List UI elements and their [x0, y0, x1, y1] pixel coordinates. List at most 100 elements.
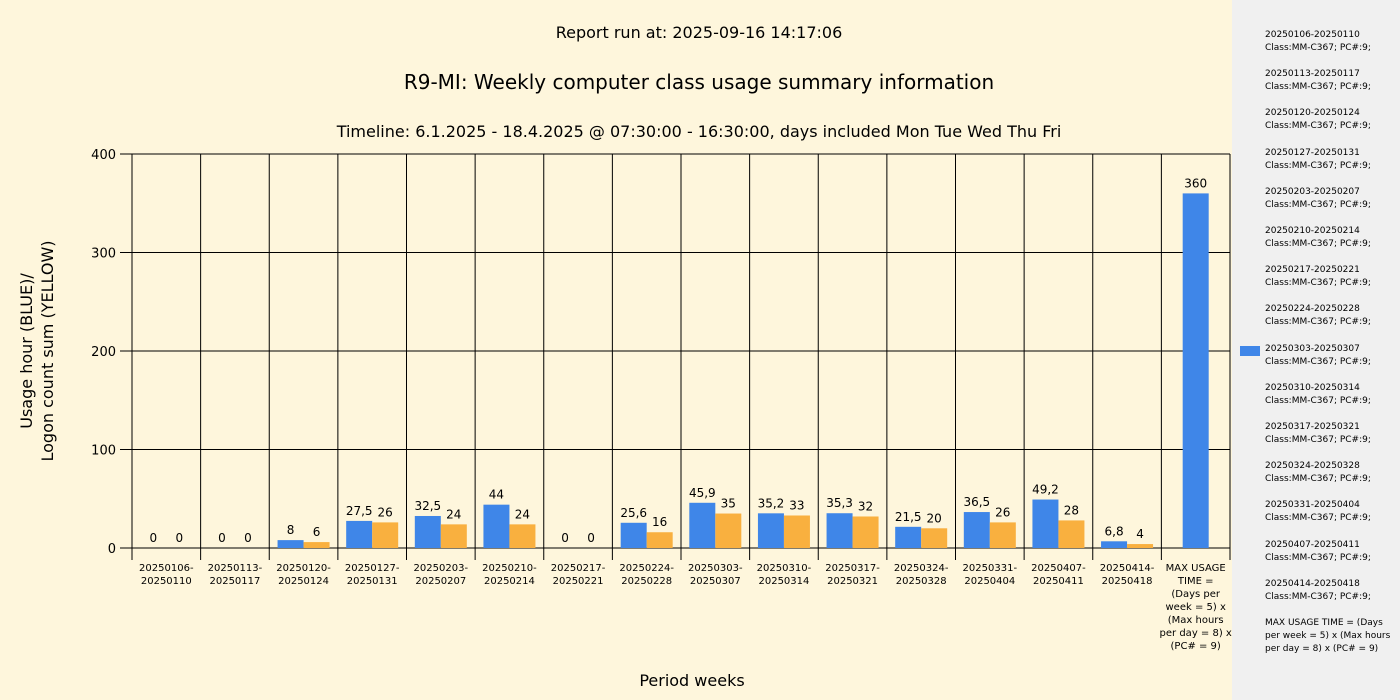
bar: [483, 504, 510, 548]
bar: [963, 512, 990, 548]
bar: [620, 522, 647, 548]
data-label: 49,2: [1032, 483, 1059, 497]
x-tick-label: 20250127- 20250131: [345, 563, 400, 587]
x-tick-label-line: 20250228: [621, 576, 672, 587]
x-tick-label: 20250303- 20250307: [688, 563, 743, 587]
bar: [346, 520, 373, 548]
bar: [277, 540, 304, 548]
y-tick-label: 300: [91, 247, 116, 262]
x-tick-label-line: 20250414-: [1100, 563, 1155, 574]
legend-swatch: [1240, 345, 1260, 356]
data-label: 0: [561, 531, 569, 545]
x-tick-label: 20250324- 20250328: [894, 563, 949, 587]
legend-item-label: Class:MM-C367; PC#:9;: [1265, 43, 1371, 53]
x-axis-label: Period weeks: [639, 671, 744, 690]
x-tick-label-line: 20250324-: [894, 563, 949, 574]
y-axis-label-line: Logon count sum (YELLOW): [38, 240, 57, 461]
legend-item: 20250217-20250221 Class:MM-C367; PC#:9;: [1265, 264, 1395, 290]
data-label: 24: [515, 507, 530, 521]
x-tick-label-line: 20250207: [415, 576, 466, 587]
bar: [989, 522, 1016, 548]
bar: [1101, 541, 1128, 548]
data-label: 28: [1064, 503, 1079, 517]
x-tick-label-line: 20250328: [896, 576, 947, 587]
data-label: 32,5: [414, 499, 441, 513]
legend-item: MAX USAGE TIME = (Days per week = 5) x (…: [1265, 617, 1395, 656]
legend-item-label: 20250106-20250110: [1265, 30, 1360, 40]
legend-item: 20250127-20250131 Class:MM-C367; PC#:9;: [1265, 147, 1395, 173]
legend-item: 20250106-20250110 Class:MM-C367; PC#:9;: [1265, 29, 1395, 55]
x-tick-label-line: 20250221: [553, 576, 604, 587]
x-tick-label-line: 20250321: [827, 576, 878, 587]
legend-item-label: 20250331-20250404: [1265, 500, 1360, 511]
legend-item-label: 20250210-20250214: [1265, 226, 1360, 236]
x-tick-label: 20250106- 20250110: [139, 563, 194, 587]
legend-item-label: Class:MM-C367; PC#:9;: [1265, 552, 1371, 563]
y-tick-label: 200: [91, 345, 116, 360]
legend-item: 20250331-20250404 Class:MM-C367; PC#:9;: [1265, 499, 1395, 525]
bar: [414, 515, 441, 548]
data-label: 21,5: [895, 510, 922, 524]
bar: [826, 513, 853, 548]
legend-item-label: Class:MM-C367; PC#:9;: [1265, 591, 1371, 602]
legend-item-label: 20250127-20250131: [1265, 147, 1360, 158]
legend-item-label: MAX USAGE TIME = (Days per week = 5) x (…: [1265, 618, 1391, 654]
x-tick-label: 20250210- 20250214: [482, 563, 537, 587]
legend-item-label: 20250317-20250321: [1265, 422, 1360, 432]
legend-item-label: Class:MM-C367; PC#:9;: [1265, 474, 1371, 485]
x-tick-label-line: per day = 8) x: [1160, 628, 1232, 639]
x-tick-label-line: 20250224-: [619, 563, 674, 574]
x-tick-label-line: 20250307: [690, 576, 741, 587]
x-tick-label-line: 20250314: [758, 576, 809, 587]
x-tick-label: MAX USAGE TIME = (Days per week = 5) x (Max …: [1160, 563, 1232, 652]
chart-subtitle-timeline: Timeline: 6.1.2025 - 18.4.2025 @ 07:30:0…: [336, 122, 1062, 141]
bar: [689, 502, 716, 548]
x-tick-label-line: (Max hours: [1168, 615, 1224, 626]
bar: [852, 516, 879, 548]
legend-item-label: Class:MM-C367; PC#:9;: [1265, 82, 1371, 93]
bar: [757, 513, 784, 548]
x-tick-label: 20250203- 20250207: [414, 563, 469, 587]
legend-item: 20250203-20250207 Class:MM-C367; PC#:9;: [1265, 186, 1395, 212]
data-label: 35: [721, 497, 736, 511]
y-axis-label: Usage hour (BLUE)/Logon count sum (YELLO…: [17, 240, 57, 461]
y-tick-label: 100: [91, 444, 116, 459]
x-tick-label-line: 20250317-: [825, 563, 880, 574]
data-label: 26: [378, 505, 393, 519]
x-tick-label-line: 20250113-: [208, 563, 263, 574]
legend-item-label: Class:MM-C367; PC#:9;: [1265, 317, 1371, 328]
bar: [783, 515, 810, 548]
legend-item-label: 20250224-20250228: [1265, 304, 1360, 315]
bar: [921, 528, 948, 548]
data-label: 0: [244, 531, 252, 545]
data-label: 24: [446, 507, 461, 521]
x-tick-label: 20250414- 20250418: [1100, 563, 1155, 587]
legend-item-label: Class:MM-C367; PC#:9;: [1265, 199, 1371, 210]
x-tick-label-line: 20250127-: [345, 563, 400, 574]
y-tick-label: 400: [91, 148, 116, 163]
bar: [1058, 520, 1085, 548]
report-run-timestamp: Report run at: 2025-09-16 14:17:06: [555, 23, 843, 42]
legend-item-label: Class:MM-C367; PC#:9;: [1265, 121, 1371, 132]
x-tick-label-line: 20250110: [141, 576, 192, 587]
x-tick-label-line: 20250106-: [139, 563, 194, 574]
legend-item-label: Class:MM-C367; PC#:9;: [1265, 160, 1371, 171]
legend-item-label: Class:MM-C367; PC#:9;: [1265, 513, 1371, 524]
x-tick-label: 20250407- 20250411: [1031, 563, 1086, 587]
data-label: 45,9: [689, 486, 716, 500]
legend-item: 20250414-20250418 Class:MM-C367; PC#:9;: [1265, 578, 1395, 604]
data-label: 35,2: [758, 496, 785, 510]
x-tick-label-line: 20250210-: [482, 563, 537, 574]
bar: [646, 532, 673, 548]
data-label: 20: [927, 511, 942, 525]
legend-item: 20250210-20250214 Class:MM-C367; PC#:9;: [1265, 225, 1395, 251]
bar: [1032, 499, 1059, 548]
bar: [440, 524, 467, 548]
legend-item: 20250113-20250117 Class:MM-C367; PC#:9;: [1265, 68, 1395, 94]
data-label: 6: [313, 525, 321, 539]
x-tick-label-line: 20250117: [209, 576, 260, 587]
data-label: 6,8: [1105, 524, 1124, 538]
x-tick-label-line: 20250120-: [276, 563, 331, 574]
data-label: 32: [858, 499, 873, 513]
